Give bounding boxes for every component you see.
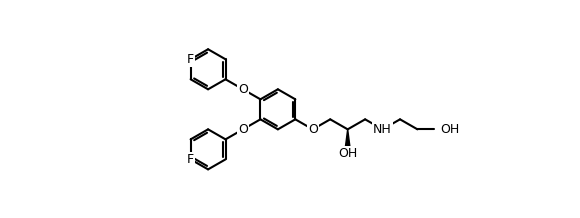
Text: OH: OH [338, 147, 357, 160]
Text: F: F [187, 153, 194, 166]
Text: O: O [238, 123, 248, 136]
Text: O: O [308, 123, 318, 136]
Text: O: O [238, 83, 248, 96]
Text: NH: NH [373, 123, 392, 136]
Polygon shape [345, 129, 350, 147]
Text: OH: OH [440, 123, 459, 136]
Text: F: F [187, 53, 194, 66]
